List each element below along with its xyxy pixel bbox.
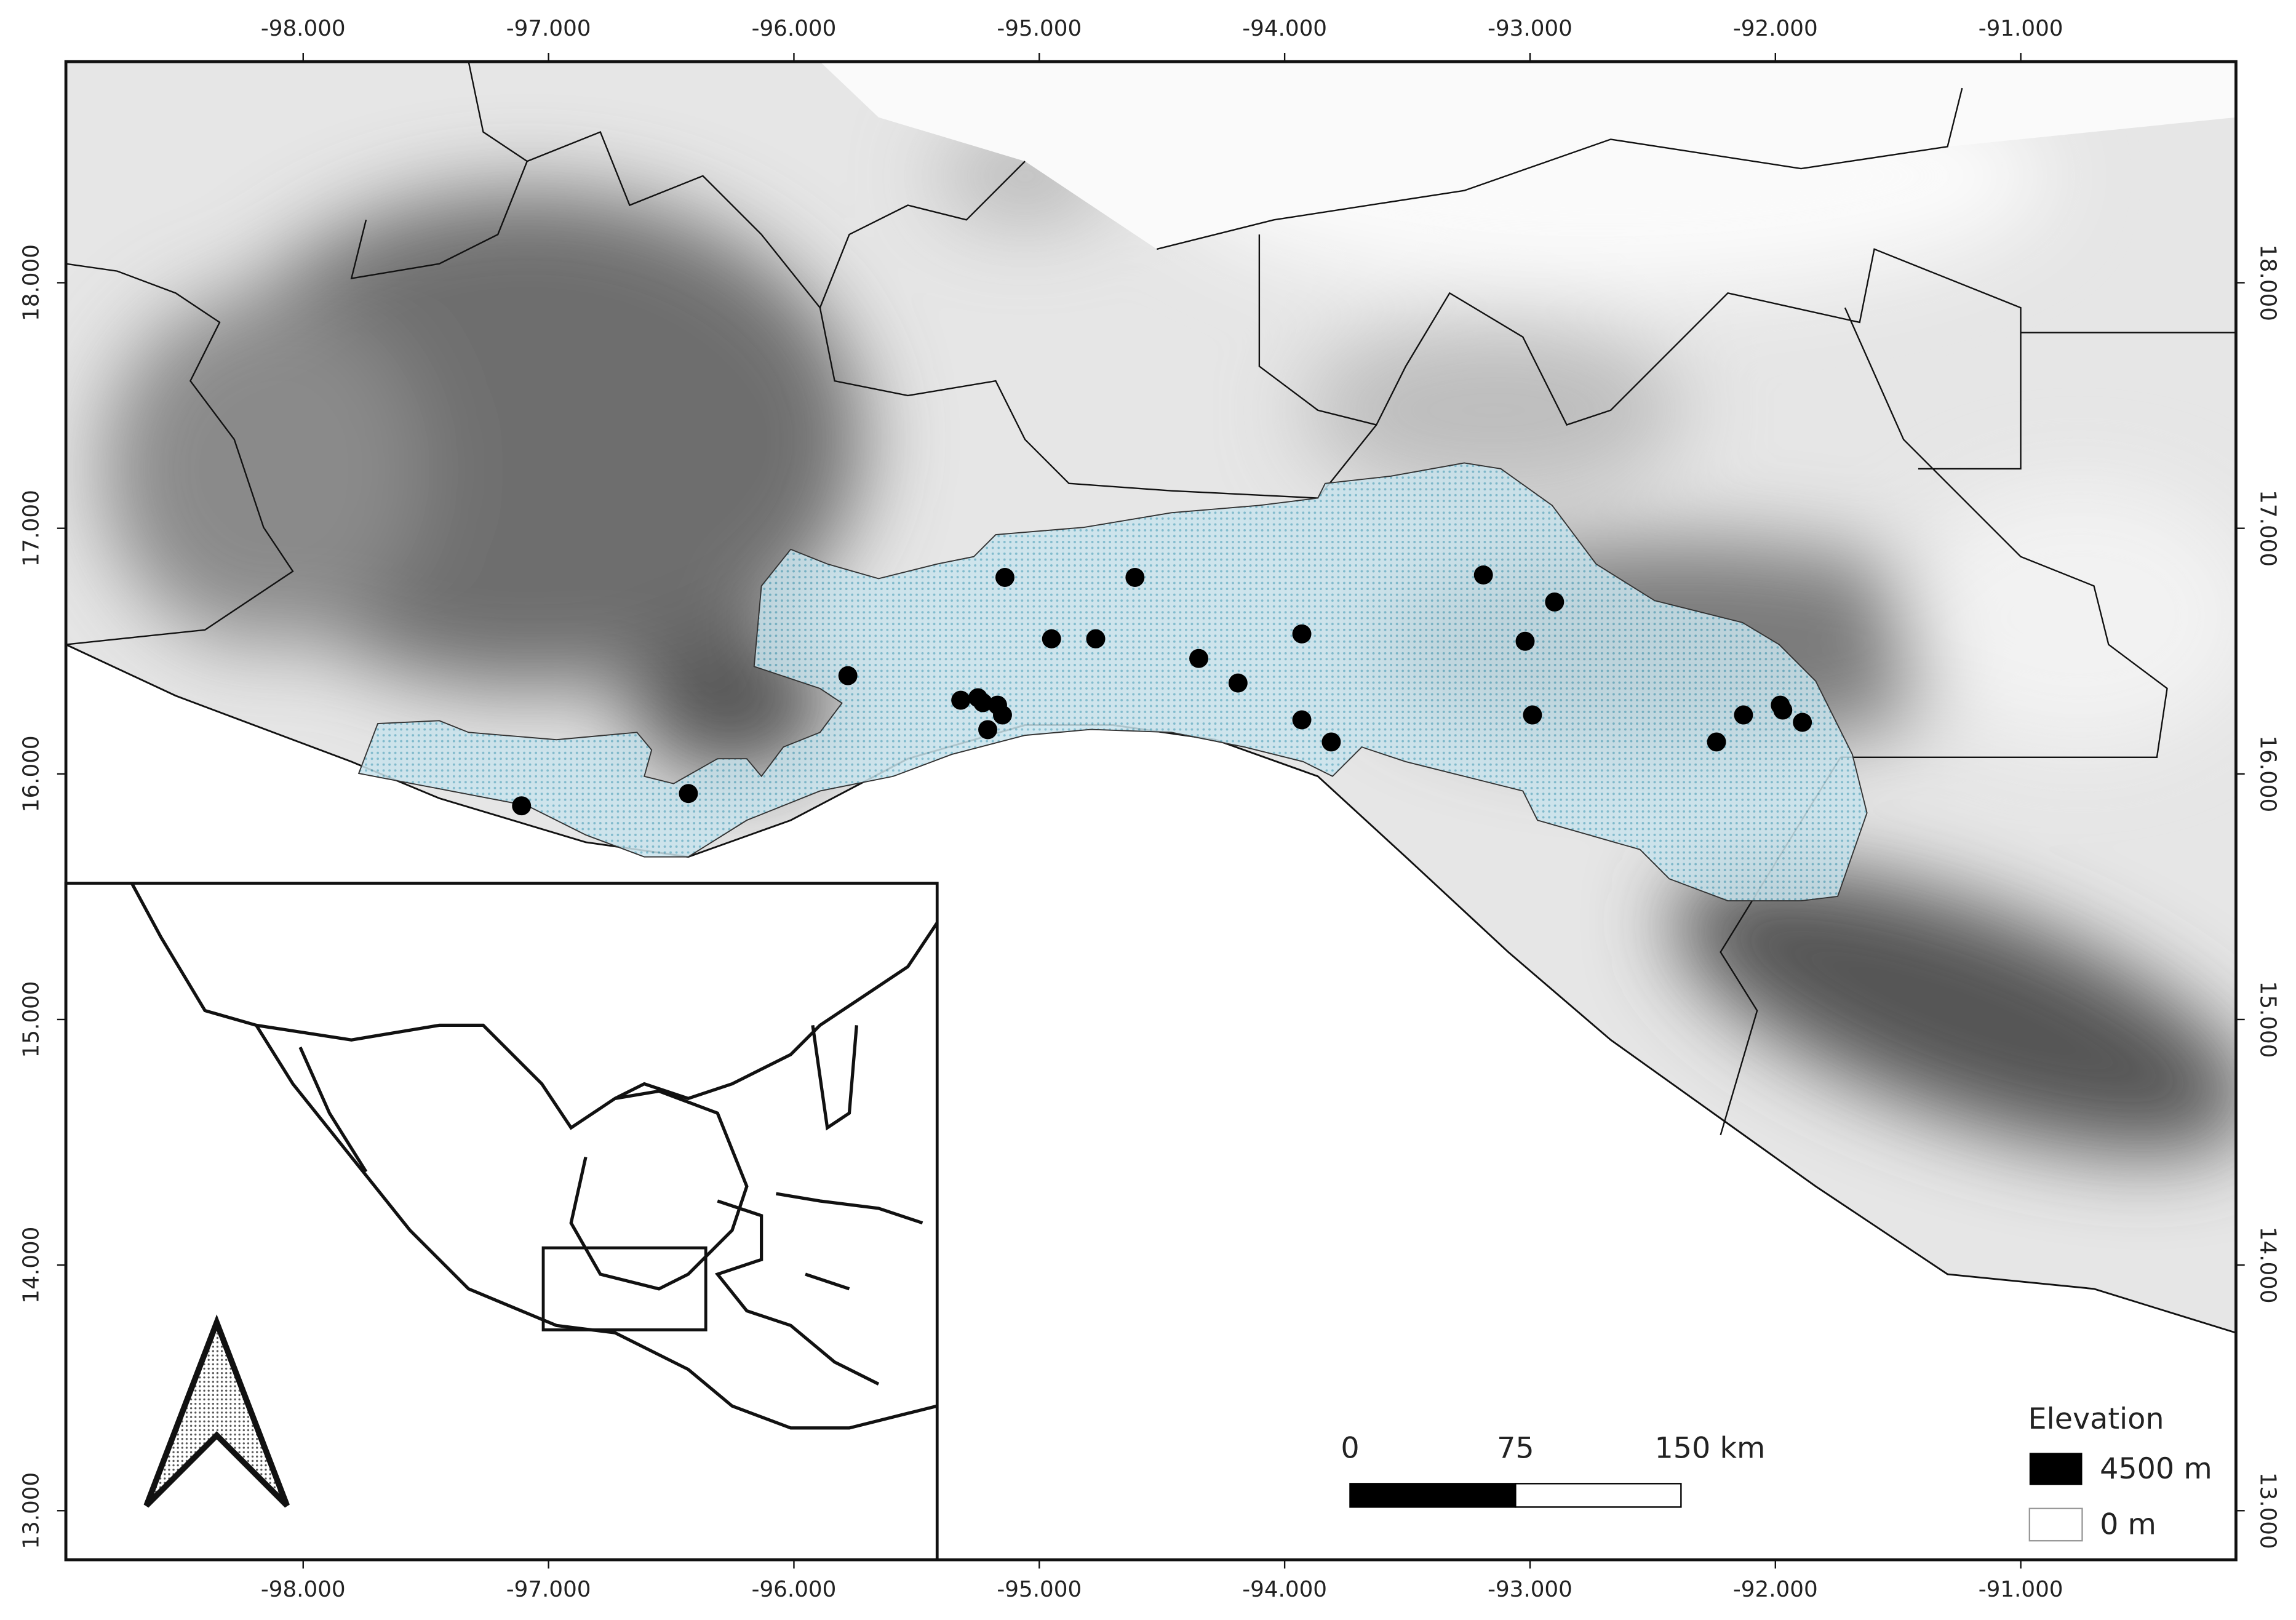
legend-label: 0 m xyxy=(2100,1507,2156,1541)
axis-ticks: -98.000 -98.000 -97.000 -97.000 -96.000 -96.0… xyxy=(18,16,2280,1602)
occurrence-point xyxy=(995,568,1014,587)
x-tick-label: -97.000 xyxy=(506,16,591,41)
scale-label: 0 xyxy=(1341,1432,1359,1466)
legend-swatch xyxy=(2028,1507,2083,1542)
occurrence-point xyxy=(1189,648,1209,668)
occurrence-point xyxy=(1734,705,1753,725)
occurrence-point xyxy=(1086,629,1106,648)
map-frame xyxy=(64,60,2238,1562)
scale-bar: 0 75 150 km xyxy=(1341,1432,1766,1508)
x-tick-label: -94.000 xyxy=(1242,1577,1327,1602)
occurrence-points xyxy=(512,565,1812,816)
scale-label: 150 km xyxy=(1655,1432,1766,1466)
legend-label: 4500 m xyxy=(2100,1452,2212,1486)
y-tick-label: 14.000 xyxy=(18,1227,44,1304)
x-tick-label: -92.000 xyxy=(1733,1577,1818,1602)
state-borders xyxy=(66,62,2236,1136)
y-tick-label: 18.000 xyxy=(2255,244,2280,321)
y-tick-label: 15.000 xyxy=(18,981,44,1058)
occurrence-point xyxy=(1773,700,1793,720)
y-tick-label: 14.000 xyxy=(2255,1227,2280,1304)
occurrence-point xyxy=(992,705,1012,725)
y-tick-label: 16.000 xyxy=(18,735,44,812)
x-tick-label: -98.000 xyxy=(261,1577,346,1602)
x-tick-label: -91.000 xyxy=(1979,1577,2063,1602)
x-tick-label: -95.000 xyxy=(997,1577,1082,1602)
occurrence-point xyxy=(512,796,532,816)
x-tick-label: -91.000 xyxy=(1979,16,2063,41)
occurrence-point xyxy=(951,690,971,710)
occurrence-point xyxy=(1292,710,1312,730)
gulf xyxy=(819,62,2236,249)
north-arrow xyxy=(143,1314,290,1508)
occurrence-point xyxy=(1707,732,1726,752)
inset-frame xyxy=(64,882,939,1562)
x-tick-label: -93.000 xyxy=(1488,16,1573,41)
occurrence-point xyxy=(1292,624,1312,644)
legend: Elevation 4500 m 0 m xyxy=(2028,1402,2212,1541)
y-tick-label: 17.000 xyxy=(2255,490,2280,567)
y-tick-label: 13.000 xyxy=(18,1472,44,1549)
y-tick-label: 18.000 xyxy=(18,244,44,321)
occurrence-point xyxy=(973,693,993,712)
occurrence-point xyxy=(1125,568,1145,587)
occurrence-point xyxy=(838,666,858,685)
x-tick-label: -92.000 xyxy=(1733,16,1818,41)
occurrence-point xyxy=(1523,705,1542,725)
x-tick-label: -96.000 xyxy=(752,1577,837,1602)
x-tick-label: -94.000 xyxy=(1242,16,1327,41)
y-tick-label: 15.000 xyxy=(2255,981,2280,1058)
inset-map xyxy=(64,882,939,1562)
x-tick-label: -95.000 xyxy=(997,16,1082,41)
inset-coastlines xyxy=(130,882,939,1430)
x-tick-label: -96.000 xyxy=(752,16,837,41)
relief xyxy=(102,62,2236,1154)
x-tick-label: -97.000 xyxy=(506,1577,591,1602)
occurrence-point xyxy=(1042,629,1061,648)
occurrence-point xyxy=(1545,592,1565,612)
occurrence-point xyxy=(679,784,698,804)
y-tick-label: 16.000 xyxy=(2255,735,2280,812)
inset-extent xyxy=(541,1246,708,1331)
occurrence-point xyxy=(1515,631,1535,651)
occurrence-point xyxy=(1321,732,1341,752)
legend-title: Elevation xyxy=(2028,1402,2164,1436)
scale-segment xyxy=(1515,1483,1682,1508)
x-tick-label: -98.000 xyxy=(261,16,346,41)
y-tick-label: 17.000 xyxy=(18,490,44,567)
legend-swatch xyxy=(2029,1453,2083,1485)
scale-label: 75 xyxy=(1497,1432,1534,1466)
occurrence-point xyxy=(1228,673,1248,693)
x-tick-label: -93.000 xyxy=(1488,1577,1573,1602)
y-tick-label: 13.000 xyxy=(2255,1472,2280,1549)
occurrence-point xyxy=(978,720,998,740)
scale-segment xyxy=(1349,1483,1517,1508)
occurrence-point xyxy=(1473,565,1493,585)
occurrence-point xyxy=(1793,712,1812,732)
